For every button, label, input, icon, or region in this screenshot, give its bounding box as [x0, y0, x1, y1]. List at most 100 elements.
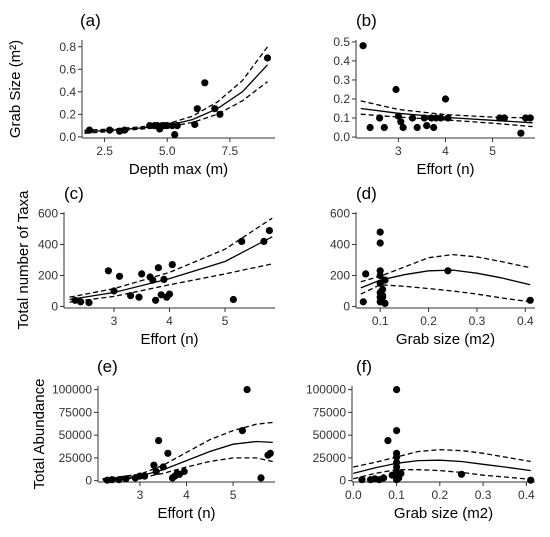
data-point — [444, 114, 452, 122]
data-point — [180, 467, 188, 476]
data-point — [164, 449, 172, 457]
data-point — [160, 275, 168, 283]
x-tick-label: 0.2 — [420, 314, 437, 328]
fit-line — [69, 236, 273, 301]
data-point — [155, 437, 163, 445]
data-point — [394, 112, 402, 120]
data-point — [376, 228, 384, 236]
panel-c: 3 4 5 0 200 400 600 (c) Effort (n) Total number o… — [15, 184, 275, 348]
data-point — [423, 122, 431, 130]
x-tick-label: 2.5 — [96, 144, 113, 158]
data-point — [444, 267, 452, 275]
y-tick-label: 0.4 — [59, 85, 76, 99]
data-point — [201, 79, 209, 87]
data-point — [108, 476, 116, 484]
data-point — [138, 270, 146, 278]
y-tick-label: 0.4 — [333, 54, 350, 68]
data-point — [384, 437, 392, 445]
data-point — [260, 237, 268, 245]
y-tick-label: 600 — [330, 207, 350, 221]
y-tick-label: 0 — [339, 474, 346, 488]
y-tick-label: 75000 — [59, 405, 93, 419]
data-point — [149, 276, 157, 284]
x-tick-label: 0.2 — [431, 488, 448, 502]
x-tick-label: 3 — [137, 488, 144, 502]
x-tick-label: 5 — [222, 314, 229, 328]
y-tick-label: 600 — [38, 207, 58, 221]
data-point — [165, 290, 174, 298]
data-point — [380, 123, 388, 132]
x-tick-label: 5.0 — [159, 144, 176, 158]
fit-line — [102, 440, 273, 481]
data-point — [154, 264, 162, 272]
y-tick-label: 400 — [330, 238, 350, 252]
data-point — [77, 298, 85, 306]
data-point — [397, 469, 405, 477]
data-point — [152, 296, 160, 304]
data-point — [110, 287, 118, 295]
data-point — [376, 114, 384, 122]
data-point — [191, 120, 199, 129]
y-tick-label: 0.8 — [59, 40, 76, 54]
data-point — [173, 122, 181, 130]
y-tick-label: 0 — [85, 474, 92, 488]
data-point — [71, 296, 79, 304]
data-point — [393, 449, 401, 457]
data-point — [85, 126, 94, 134]
data-point — [257, 474, 265, 482]
data-point — [106, 126, 114, 134]
panel-e: 3 4 5 0 25000 50000 75000 100000 (e) Effort (n) To… — [31, 357, 275, 522]
y-tick-label: 0 — [51, 299, 58, 313]
data-point — [168, 122, 176, 130]
y-axis-title: Total Abundance — [31, 379, 48, 490]
y-axis-title: Total number of Taxa — [15, 190, 32, 330]
y-tick-label: 100000 — [52, 383, 92, 397]
y-tick-label: 200 — [38, 268, 58, 282]
data-point — [381, 276, 389, 284]
x-tick-label: 0.4 — [517, 314, 534, 328]
data-point — [159, 463, 167, 471]
data-point — [146, 122, 154, 130]
data-point — [115, 476, 123, 484]
data-point — [163, 122, 171, 130]
x-tick-label: 0.1 — [388, 488, 405, 502]
y-tick-label: 0.1 — [333, 111, 350, 125]
ci-lower-line — [360, 284, 531, 303]
y-tick-label: 0.2 — [59, 107, 76, 121]
data-point — [358, 476, 366, 484]
x-tick-label: 3 — [111, 314, 118, 328]
data-point — [393, 386, 401, 394]
data-point — [376, 267, 384, 275]
data-point — [127, 292, 135, 300]
y-axis-title: Grab Size (m²) — [7, 40, 24, 138]
data-point — [152, 467, 160, 476]
data-point — [157, 291, 165, 299]
fit-line — [353, 459, 531, 475]
ci-lower-line — [353, 469, 531, 480]
y-tick-label: 0.0 — [333, 130, 350, 144]
x-tick-label: 4 — [166, 314, 173, 328]
x-tick-label: 4 — [442, 144, 449, 158]
panel-label: (d) — [356, 184, 377, 203]
panel-label: (e) — [97, 357, 118, 376]
y-tick-label: 0.0 — [59, 130, 76, 144]
x-axis-title: Effort (n) — [140, 331, 198, 348]
data-point — [115, 272, 124, 280]
data-point — [397, 118, 405, 126]
data-point — [104, 267, 112, 275]
data-point — [457, 470, 466, 478]
panel-label: (b) — [356, 11, 377, 30]
data-point — [379, 292, 387, 300]
data-point — [430, 123, 438, 132]
data-point — [238, 237, 246, 245]
x-tick-label: 0.3 — [475, 488, 492, 502]
panel-f: 0.0 0.1 0.2 0.3 0.4 0 25000 50000 75000 100000 (f)… — [306, 357, 535, 522]
ci-upper-line — [353, 449, 531, 468]
data-point — [122, 475, 130, 483]
data-point — [366, 123, 374, 132]
data-point — [141, 472, 149, 480]
y-tick-label: 75000 — [313, 405, 347, 419]
panel-label: (f) — [356, 357, 372, 376]
x-axis-title: Grab size (m2) — [394, 505, 493, 522]
data-point — [393, 427, 401, 435]
